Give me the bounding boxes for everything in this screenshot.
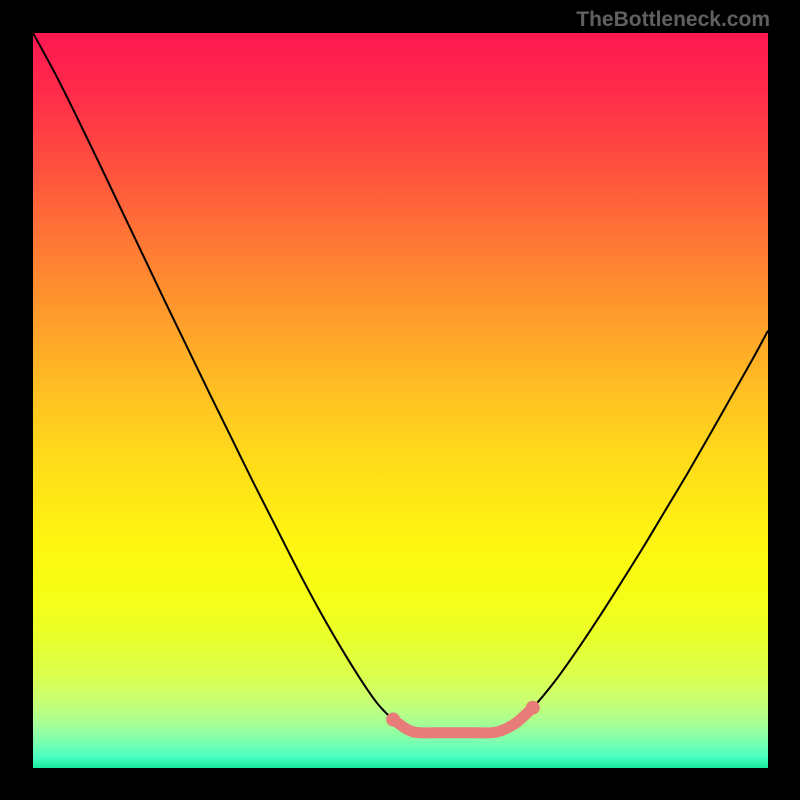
plot-area — [33, 33, 768, 768]
highlight-segment — [393, 708, 533, 733]
highlight-marker — [386, 712, 400, 726]
main-curve — [33, 33, 768, 733]
chart-svg — [33, 33, 768, 768]
watermark-text: TheBottleneck.com — [576, 8, 770, 32]
highlight-marker — [526, 701, 540, 715]
